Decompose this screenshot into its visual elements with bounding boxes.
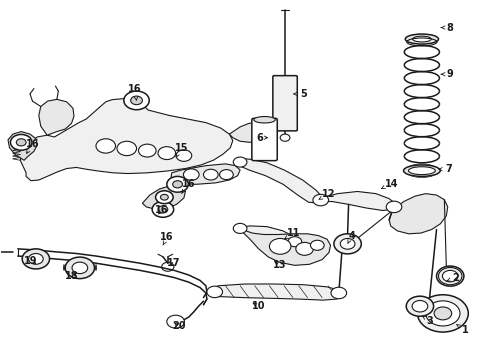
Text: 18: 18	[65, 271, 78, 281]
Circle shape	[117, 141, 137, 156]
Text: 6: 6	[256, 133, 268, 143]
Circle shape	[406, 296, 434, 316]
Circle shape	[233, 157, 247, 167]
Text: 8: 8	[441, 23, 454, 33]
Circle shape	[167, 315, 184, 328]
Text: 7: 7	[439, 164, 453, 174]
Text: 9: 9	[441, 69, 454, 79]
Text: 15: 15	[175, 143, 188, 157]
Text: 5: 5	[294, 89, 307, 99]
Circle shape	[167, 176, 188, 192]
Circle shape	[280, 134, 290, 141]
Circle shape	[270, 238, 291, 254]
Circle shape	[417, 295, 468, 332]
Text: 20: 20	[172, 321, 186, 331]
Ellipse shape	[254, 117, 275, 123]
Circle shape	[340, 238, 355, 249]
Circle shape	[311, 240, 324, 250]
Polygon shape	[8, 132, 37, 160]
Ellipse shape	[413, 36, 431, 42]
Text: 1: 1	[456, 324, 468, 335]
Circle shape	[434, 307, 452, 320]
Text: 17: 17	[168, 258, 181, 268]
Circle shape	[131, 96, 143, 105]
Text: 3: 3	[423, 316, 433, 325]
Circle shape	[72, 262, 88, 274]
Circle shape	[412, 301, 428, 312]
Circle shape	[22, 249, 49, 269]
Text: 4: 4	[348, 231, 355, 243]
FancyBboxPatch shape	[252, 118, 277, 161]
Circle shape	[203, 169, 218, 180]
Circle shape	[139, 144, 156, 157]
FancyBboxPatch shape	[273, 76, 297, 131]
Circle shape	[386, 201, 402, 213]
Polygon shape	[20, 98, 233, 181]
Text: 16: 16	[128, 84, 142, 100]
Text: 16: 16	[155, 206, 169, 216]
Text: 16: 16	[160, 232, 173, 245]
Polygon shape	[243, 230, 331, 265]
Text: 12: 12	[319, 189, 336, 199]
Text: 13: 13	[273, 260, 287, 270]
Circle shape	[233, 224, 247, 233]
Circle shape	[313, 194, 329, 206]
Ellipse shape	[405, 34, 439, 44]
Text: 11: 11	[284, 228, 300, 239]
Text: 2: 2	[447, 273, 460, 283]
Circle shape	[426, 301, 460, 326]
Circle shape	[152, 202, 173, 217]
Polygon shape	[212, 284, 342, 300]
Text: 19: 19	[24, 256, 38, 266]
Circle shape	[158, 206, 168, 213]
Circle shape	[158, 147, 175, 159]
Circle shape	[172, 181, 182, 188]
Circle shape	[160, 194, 168, 200]
Polygon shape	[229, 123, 269, 142]
Ellipse shape	[409, 167, 435, 175]
Text: 16: 16	[181, 179, 196, 194]
Circle shape	[288, 237, 302, 247]
Text: 14: 14	[382, 179, 398, 189]
Circle shape	[16, 139, 26, 146]
Circle shape	[183, 169, 199, 180]
Ellipse shape	[404, 165, 440, 176]
Circle shape	[296, 242, 314, 255]
Circle shape	[437, 266, 464, 286]
Polygon shape	[240, 226, 298, 248]
Polygon shape	[39, 99, 74, 135]
Polygon shape	[171, 164, 240, 184]
Polygon shape	[322, 192, 396, 211]
Polygon shape	[239, 158, 323, 203]
Circle shape	[28, 253, 43, 264]
Circle shape	[124, 91, 149, 110]
Circle shape	[96, 139, 116, 153]
Text: 16: 16	[25, 139, 39, 153]
Circle shape	[334, 234, 361, 254]
Circle shape	[176, 150, 192, 161]
Circle shape	[442, 270, 458, 282]
Circle shape	[156, 191, 173, 204]
Text: 10: 10	[252, 301, 266, 311]
Circle shape	[10, 134, 32, 150]
Circle shape	[220, 170, 233, 180]
Circle shape	[65, 257, 95, 279]
Circle shape	[331, 287, 346, 299]
Polygon shape	[143, 185, 185, 210]
Polygon shape	[389, 194, 448, 234]
Circle shape	[207, 286, 222, 298]
